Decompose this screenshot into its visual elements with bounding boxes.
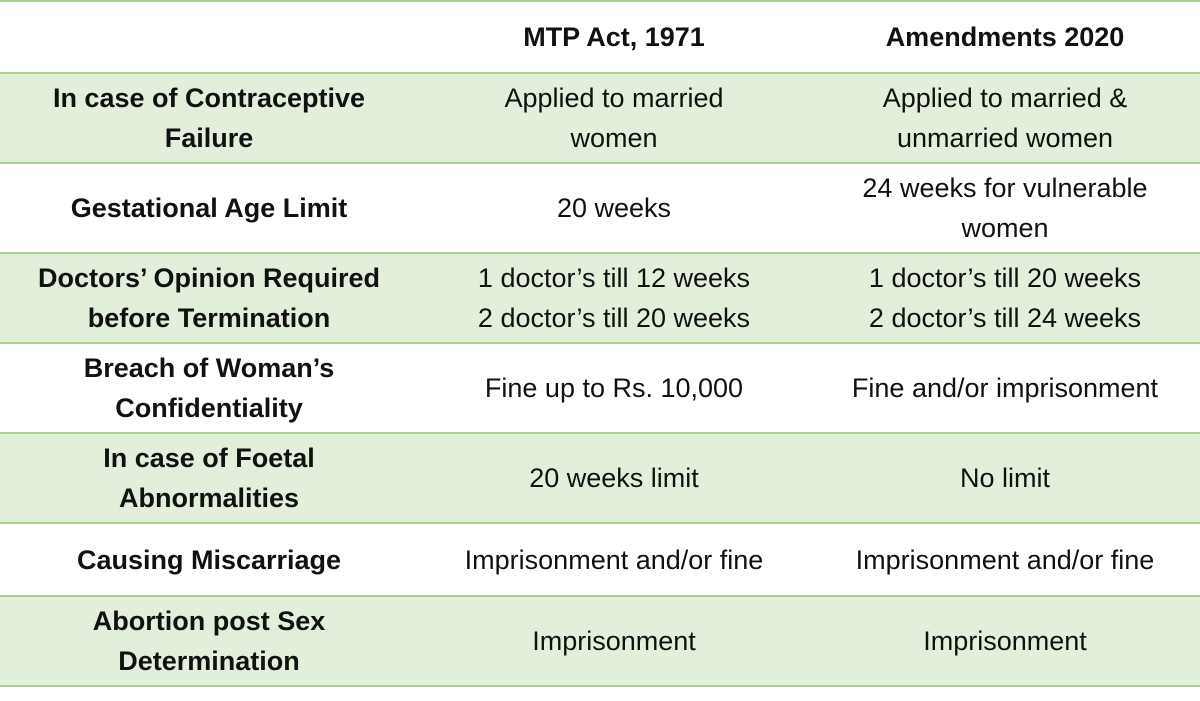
- row-label-line: Causing Miscarriage: [76, 544, 342, 575]
- cell-line: Fine and/or imprisonment: [851, 373, 1159, 403]
- row-label: In case of Contraceptive Failure: [0, 74, 418, 162]
- cell-line: 20 weeks limit: [529, 463, 699, 493]
- row-label-line: before Termination: [87, 303, 331, 333]
- cell-line: Applied to married: [504, 83, 724, 113]
- row-label-line: Breach of Woman’s: [83, 353, 335, 383]
- cell-line: Imprisonment and/or fine: [464, 544, 764, 575]
- mtp-1971-cell: Imprisonment: [418, 597, 810, 685]
- cell-line: No limit: [959, 463, 1050, 493]
- row-label-line: Gestational Age Limit: [70, 193, 348, 223]
- mtp-1971-cell: 20 weeks limit: [418, 434, 810, 522]
- cell-line: unmarried women: [896, 123, 1114, 153]
- amendments-2020-cell: Applied to married & unmarried women: [810, 74, 1200, 162]
- cell-line: Fine up to Rs. 10,000: [484, 373, 744, 403]
- cell-line: Imprisonment: [923, 626, 1087, 656]
- table-row: Gestational Age Limit 20 weeks 24 weeks …: [0, 162, 1200, 252]
- table-row: Doctors’ Opinion Required before Termina…: [0, 252, 1200, 342]
- mtp-1971-cell: 20 weeks: [418, 164, 810, 252]
- row-label: Causing Miscarriage: [0, 524, 418, 595]
- amendments-2020-cell: Imprisonment: [810, 597, 1200, 685]
- row-label: Breach of Woman’s Confidentiality: [0, 344, 418, 432]
- row-label: In case of Foetal Abnormalities: [0, 434, 418, 522]
- amendments-2020-cell: 24 weeks for vulnerable women: [810, 164, 1200, 252]
- row-label: Gestational Age Limit: [0, 164, 418, 252]
- cell-line: 2 doctor’s till 24 weeks: [868, 303, 1142, 333]
- cell-line: Applied to married &: [882, 83, 1128, 113]
- header-empty-cell: [0, 2, 418, 72]
- header-row: MTP Act, 1971 Amendments 2020: [0, 0, 1200, 72]
- cell-line: 24 weeks for vulnerable: [862, 173, 1148, 203]
- row-label: Abortion post Sex Determination: [0, 597, 418, 685]
- row-label-line: In case of Foetal: [103, 443, 315, 473]
- cell-line: 1 doctor’s till 12 weeks: [477, 263, 751, 293]
- cell-line: Imprisonment: [532, 626, 696, 656]
- mtp-1971-cell: Imprisonment and/or fine: [418, 524, 810, 595]
- table-row: Abortion post Sex Determination Imprison…: [0, 595, 1200, 687]
- amendments-2020-cell: Fine and/or imprisonment: [810, 344, 1200, 432]
- cell-line: women: [961, 213, 1049, 243]
- mtp-1971-cell: Applied to married women: [418, 74, 810, 162]
- row-label-line: Failure: [164, 123, 254, 153]
- table-row: In case of Foetal Abnormalities 20 weeks…: [0, 432, 1200, 522]
- cell-line: 20 weeks: [556, 193, 672, 223]
- amendments-2020-cell: Imprisonment and/or fine: [810, 524, 1200, 595]
- cell-line: 2 doctor’s till 20 weeks: [477, 303, 751, 333]
- row-label-line: Determination: [118, 646, 300, 676]
- amendments-2020-cell: No limit: [810, 434, 1200, 522]
- row-label-line: Confidentiality: [115, 393, 303, 423]
- cell-line: Imprisonment and/or fine: [855, 544, 1155, 575]
- header-mtp-1971: MTP Act, 1971: [523, 22, 705, 52]
- mtp-1971-cell: 1 doctor’s till 12 weeks 2 doctor’s till…: [418, 254, 810, 342]
- row-label-line: In case of Contraceptive: [52, 83, 366, 113]
- row-label-line: Abortion post Sex: [92, 606, 326, 636]
- amendments-2020-cell: 1 doctor’s till 20 weeks 2 doctor’s till…: [810, 254, 1200, 342]
- row-label-line: Doctors’ Opinion Required: [37, 263, 381, 293]
- cell-line: 1 doctor’s till 20 weeks: [868, 263, 1142, 293]
- row-label-line: Abnormalities: [118, 483, 300, 513]
- table-row: Causing Miscarriage Imprisonment and/or …: [0, 522, 1200, 595]
- table-row: Breach of Woman’s Confidentiality Fine u…: [0, 342, 1200, 432]
- row-label: Doctors’ Opinion Required before Termina…: [0, 254, 418, 342]
- table-row: In case of Contraceptive Failure Applied…: [0, 72, 1200, 162]
- header-amendments-2020: Amendments 2020: [885, 22, 1125, 52]
- cell-line: women: [570, 123, 658, 153]
- mtp-1971-cell: Fine up to Rs. 10,000: [418, 344, 810, 432]
